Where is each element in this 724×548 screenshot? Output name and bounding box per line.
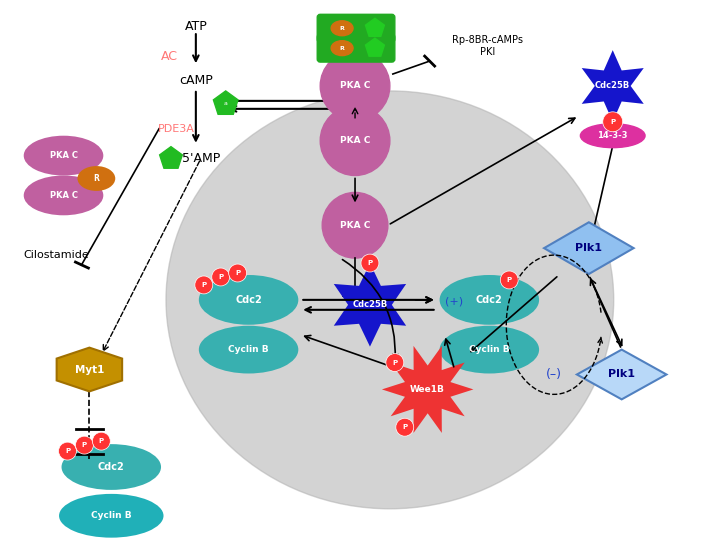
Text: P: P [82,442,87,448]
Polygon shape [56,347,122,391]
FancyBboxPatch shape [317,14,395,42]
Polygon shape [544,222,634,274]
Text: Cdc2: Cdc2 [476,295,502,305]
Text: P: P [201,282,206,288]
Ellipse shape [62,444,161,490]
Circle shape [361,254,379,272]
Text: Cdc2: Cdc2 [98,462,125,472]
Text: Plk1: Plk1 [576,243,602,253]
Text: 5'AMP: 5'AMP [182,152,220,165]
Ellipse shape [166,91,614,509]
Circle shape [603,112,623,132]
Circle shape [320,51,390,121]
Text: Cdc25B: Cdc25B [595,82,631,90]
Text: P: P [392,359,397,366]
Text: (–): (–) [546,368,562,381]
Text: P: P [65,448,70,454]
Polygon shape [366,38,384,56]
Circle shape [229,264,247,282]
Circle shape [320,106,390,175]
Ellipse shape [24,175,104,215]
Text: P: P [610,119,615,125]
Ellipse shape [59,494,164,538]
Polygon shape [214,91,238,115]
Ellipse shape [439,326,539,374]
Text: Wee1B: Wee1B [411,385,445,394]
Text: Cyclin B: Cyclin B [228,345,269,354]
Circle shape [93,432,110,450]
Circle shape [195,276,213,294]
Text: R: R [340,45,345,50]
Text: cAMP: cAMP [179,75,213,88]
Circle shape [322,192,388,258]
Text: AC: AC [161,50,177,62]
Circle shape [500,271,518,289]
Ellipse shape [331,41,353,55]
Text: P: P [403,424,408,430]
Text: R: R [93,174,99,183]
Text: Cdc25B: Cdc25B [353,300,387,309]
Text: P: P [235,270,240,276]
Text: Plk1: Plk1 [608,369,635,379]
Text: R: R [340,26,345,31]
Ellipse shape [24,136,104,175]
Text: a: a [224,101,227,106]
Text: P: P [367,260,373,266]
Text: Cyclin B: Cyclin B [469,345,510,354]
Text: PDE3A: PDE3A [158,124,194,134]
Text: Cdc2: Cdc2 [235,295,262,305]
Text: Rp-8BR-cAMPs
PKI: Rp-8BR-cAMPs PKI [452,36,523,57]
Ellipse shape [199,275,298,325]
Text: PKA C: PKA C [49,191,77,200]
Circle shape [75,436,93,454]
Polygon shape [159,147,182,168]
Text: Myt1: Myt1 [75,364,104,374]
Text: PKA C: PKA C [49,151,77,160]
Ellipse shape [77,166,115,191]
Text: P: P [507,277,512,283]
Polygon shape [334,263,406,347]
Circle shape [211,268,230,286]
Text: 14-3-3: 14-3-3 [597,131,628,140]
Circle shape [59,442,77,460]
Text: Cilostamide: Cilostamide [24,250,90,260]
FancyBboxPatch shape [317,34,395,62]
Text: P: P [98,438,104,444]
Polygon shape [366,18,384,36]
Ellipse shape [581,124,645,147]
Polygon shape [577,350,667,399]
Text: Cyclin B: Cyclin B [91,511,132,520]
Circle shape [386,353,404,372]
Ellipse shape [331,21,353,36]
Text: ATP: ATP [185,20,207,33]
Ellipse shape [439,275,539,325]
Text: P: P [218,274,223,280]
Polygon shape [382,346,473,433]
Circle shape [396,418,413,436]
Text: PKA C: PKA C [340,221,370,230]
Ellipse shape [199,326,298,374]
Text: PKA C: PKA C [340,82,370,90]
Text: PKA C: PKA C [340,136,370,145]
Text: (+): (+) [445,297,463,307]
Polygon shape [581,50,644,122]
